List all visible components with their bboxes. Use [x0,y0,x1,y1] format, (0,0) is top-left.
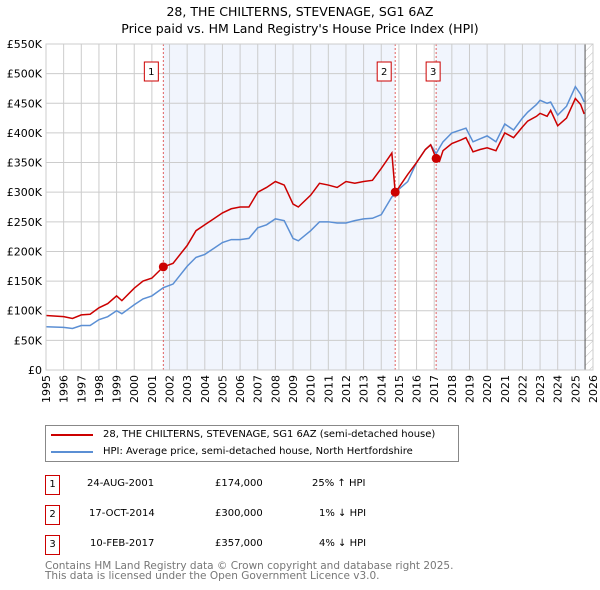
x-tick-label: 2002 [164,375,177,403]
x-tick-label: 2006 [234,375,247,403]
sale-label-box [425,61,441,82]
x-tick-label: 1996 [58,375,71,403]
sale-price: £300,000 [215,508,263,519]
sale-date: 17-OCT-2014 [89,508,155,519]
x-tick-label: 2008 [269,375,282,403]
y-tick-label: £500K [7,68,43,81]
x-tick-label: 2018 [446,375,459,403]
sale-hpi: 1% ↓ HPI [319,508,367,519]
sale-date: 24-AUG-2001 [87,478,155,489]
legend-label: 28, THE CHILTERNS, STEVENAGE, SG1 6AZ (s… [103,429,436,440]
sale-point [390,187,400,197]
y-tick-label: £100K [7,305,43,318]
x-tick-label: 2010 [305,375,318,403]
sale-label: 3 [430,67,436,78]
y-tick-label: £350K [7,157,43,170]
y-tick-label: £150K [7,275,43,288]
sale-marker-badge: 1 [45,475,60,495]
shaded-period [163,44,396,370]
x-tick-label: 2001 [146,375,159,403]
sale-row: 3 10-FEB-2017 £357,000 4% ↓ HPI [45,535,445,555]
x-tick-label: 2015 [393,375,406,403]
sale-point [158,262,168,272]
x-tick-label: 2026 [587,375,600,403]
x-tick-label: 2014 [375,375,388,403]
sale-price: £174,000 [215,478,263,489]
plot-border [45,43,594,371]
legend-item-hpi: HPI: Average price, semi-detached house,… [51,446,413,457]
x-tick-label: 2009 [287,375,300,403]
legend-swatch-red [51,433,93,436]
x-tick-label: 2013 [358,375,371,403]
sale-row: 2 17-OCT-2014 £300,000 1% ↓ HPI [45,505,445,525]
y-tick-label: £0 [28,364,42,377]
x-tick-label: 2003 [181,375,194,403]
x-tick-label: 2004 [199,375,212,403]
y-tick-label: £50K [14,334,43,347]
x-tick-label: 1997 [75,375,88,403]
sale-point [431,153,441,163]
sale-hpi: 4% ↓ HPI [319,538,367,549]
y-tick-label: £300K [7,186,43,199]
legend-label: HPI: Average price, semi-detached house,… [103,446,413,457]
y-tick-label: £450K [7,97,43,110]
y-tick-label: £400K [7,127,43,140]
legend-swatch-blue [51,450,93,453]
x-tick-label: 2016 [411,375,424,403]
footer-line-2: This data is licensed under the Open Gov… [45,570,380,582]
x-tick-label: 2011 [322,375,335,403]
price-chart: 1995 1996 1997 1998 1999 2000 2001 2002 2003 2004… [7,38,600,403]
sale-price: £357,000 [215,538,263,549]
sale-row: 1 24-AUG-2001 £174,000 25% ↑ HPI [45,475,445,495]
x-tick-label: 1999 [111,375,124,403]
y-tick-label: £550K [7,38,43,51]
footer-line-1: Contains HM Land Registry data © Crown c… [45,560,454,572]
x-tick-label: 2025 [569,375,582,403]
sale-marker-badge: 3 [45,535,60,555]
sale-label: 1 [148,67,154,78]
sale-hpi: 25% ↑ HPI [312,478,366,489]
y-tick-label: £250K [7,216,43,229]
property-price-line [45,97,585,320]
sale-label-box [143,61,159,82]
sale-label: 2 [381,67,387,78]
x-tick-label: 2017 [428,375,441,403]
legend-item-property: 28, THE CHILTERNS, STEVENAGE, SG1 6AZ (s… [51,429,435,440]
x-tick-label: 2012 [340,375,353,403]
chart-title: 28, THE CHILTERNS, STEVENAGE, SG1 6AZ [166,4,434,19]
hpi-line [45,85,585,330]
chart-subtitle: Price paid vs. HM Land Registry's House … [121,21,479,36]
x-tick-label: 2022 [516,375,529,403]
legend: 28, THE CHILTERNS, STEVENAGE, SG1 6AZ (s… [45,425,459,462]
x-tick-label: 2023 [534,375,547,403]
x-tick-label: 1995 [40,375,53,403]
sale-marker-badge: 2 [45,505,60,525]
x-tick-label: 2000 [128,375,141,403]
sale-date: 10-FEB-2017 [90,538,155,549]
x-tick-label: 2021 [499,375,512,403]
shaded-period [436,44,586,370]
x-tick-label: 2007 [252,375,265,403]
x-tick-label: 2005 [216,375,229,403]
x-tick-label: 2024 [552,375,565,403]
y-tick-label: £200K [7,245,43,258]
x-tick-label: 2019 [463,375,476,403]
x-tick-label: 1998 [93,375,106,403]
x-tick-label: 2020 [481,375,494,403]
forecast-hatch [585,44,593,370]
sale-label-box [376,61,392,82]
